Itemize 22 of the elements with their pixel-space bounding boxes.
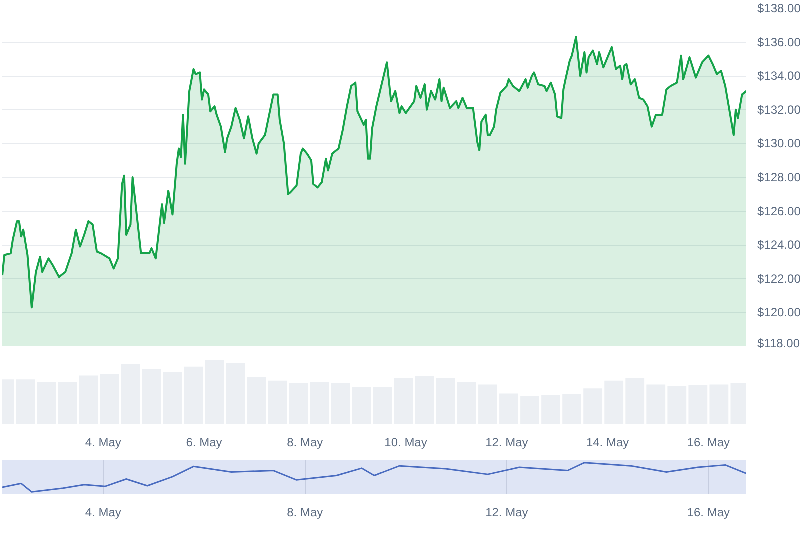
y-tick-label: $124.00 (758, 238, 802, 252)
y-tick-label: $118.00 (758, 336, 800, 350)
y-tick-label: $132.00 (758, 102, 802, 117)
x-tick-label: 16. May (687, 436, 730, 450)
x-tick-label: 6. May (186, 436, 222, 450)
y-tick-label: $126.00 (758, 204, 802, 218)
y-tick-label: $122.00 (758, 272, 802, 286)
y-tick-label: $138.00 (758, 2, 802, 16)
y-tick-label: $120.00 (758, 306, 802, 320)
y-tick-label: $136.00 (758, 35, 802, 50)
y-tick-label: $128.00 (758, 170, 802, 184)
x-tick-label: 8. May (287, 506, 324, 520)
x-tick-label: 14. May (586, 436, 630, 450)
x-tick-label: 4. May (85, 506, 122, 520)
x-tick-label: 4. May (85, 436, 122, 450)
x-tick-label: 10. May (384, 436, 428, 450)
x-tick-label: 16. May (687, 506, 730, 520)
x-tick-label: 8. May (287, 436, 324, 450)
y-tick-label: $134.00 (758, 69, 802, 84)
x-tick-label: 12. May (486, 436, 528, 450)
y-tick-label: $130.00 (758, 136, 802, 151)
x-tick-label: 12. May (486, 506, 528, 520)
